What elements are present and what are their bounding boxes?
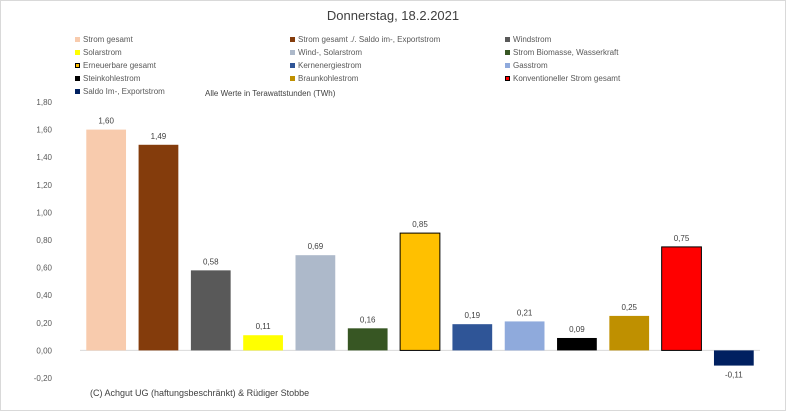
bar-value-label: 0,75 [674,234,690,243]
y-tick-label: 0,00 [36,346,52,355]
bar-value-label: 0,69 [308,242,324,251]
bar-value-label: 0,85 [412,220,428,229]
y-tick-label: 0,80 [36,236,52,245]
bar [347,328,388,351]
legend-label: Erneuerbare gesamt [83,61,156,70]
legend-swatch [290,37,295,43]
legend-label: Kernenergiestrom [298,61,362,70]
legend-item: Kernenergiestrom [290,61,362,71]
bar [557,337,597,351]
bar-value-label: -0,11 [725,371,743,380]
legend-item: Braunkohlestrom [290,74,358,84]
legend-label: Strom gesamt ./. Saldo im-, Exportstrom [298,35,441,44]
bar [399,232,441,351]
legend-swatch [505,76,510,82]
bar [243,335,283,351]
bar-value-label: 1,49 [151,132,167,141]
legend-swatch [290,63,295,69]
legend-swatch [505,37,510,43]
legend-label: Gasstrom [513,61,548,70]
y-tick-label: -0,20 [34,374,53,383]
legend-label: Windstrom [513,35,552,44]
bar-value-label: 0,11 [256,322,272,331]
legend-swatch [505,63,510,69]
bar [190,270,231,351]
legend-swatch [75,89,80,95]
units-note: Alle Werte in Terawattstunden (TWh) [205,89,336,98]
legend-swatch [505,50,510,56]
legend-label: Saldo Im-, Exportstrom [83,87,165,96]
bar [609,315,650,351]
y-tick-label: 1,60 [36,126,52,135]
legend-label: Braunkohlestrom [298,74,359,83]
legend-item: Strom Biomasse, Wasserkraft [505,48,619,58]
legend-label: Solarstrom [83,48,122,57]
chart-title: Donnerstag, 18.2.2021 [326,8,460,23]
legend-swatch [75,50,80,56]
y-tick-label: 1,20 [36,181,52,190]
bar-value-label: 0,19 [465,311,481,320]
y-tick-label: 1,40 [36,153,52,162]
legend-label: Wind-, Solarstrom [298,48,363,57]
legend-item: Windstrom [505,35,551,45]
legend-label: Strom Biomasse, Wasserkraft [513,48,619,57]
legend-swatch [75,37,80,43]
copyright-credit: (C) Achgut UG (haftungsbeschränkt) & Rüd… [90,388,310,398]
legend-label: Steinkohlestrom [83,74,141,83]
bar [713,350,754,366]
bar [86,129,127,351]
legend-item: Konventioneller Strom gesamt [505,74,620,84]
bar-value-label: 1,60 [98,117,114,126]
bar [295,255,336,351]
legend-swatch [290,50,295,56]
legend-item: Strom gesamt ./. Saldo im-, Exportstrom [290,35,440,45]
y-tick-label: 0,40 [36,291,52,300]
legend-label: Konventioneller Strom gesamt [513,74,621,83]
bar [504,321,545,351]
legend-swatch [290,76,295,82]
bar-value-label: 0,21 [517,308,533,317]
bar-value-label: 0,09 [569,325,585,334]
legend-item: Solarstrom [75,48,122,58]
bar [138,144,179,351]
legend-item: Wind-, Solarstrom [290,48,362,58]
bar-value-label: 0,25 [621,303,637,312]
legend-swatch [75,76,80,82]
legend-item: Gasstrom [505,61,548,71]
y-tick-label: 1,00 [36,208,52,217]
bar [661,246,702,351]
legend-swatch [75,63,80,69]
y-tick-label: 0,60 [36,264,52,273]
bar-value-label: 0,16 [360,315,376,324]
legend-item: Strom gesamt [75,35,133,45]
bar-value-label: 0,58 [203,257,219,266]
y-tick-label: 0,20 [36,319,52,328]
legend-item: Saldo Im-, Exportstrom [75,87,165,97]
bar [452,324,493,351]
legend-item: Steinkohlestrom [75,74,140,84]
legend-label: Strom gesamt [83,35,133,44]
y-tick-label: 1,80 [36,98,52,107]
legend-item: Erneuerbare gesamt [75,61,156,71]
